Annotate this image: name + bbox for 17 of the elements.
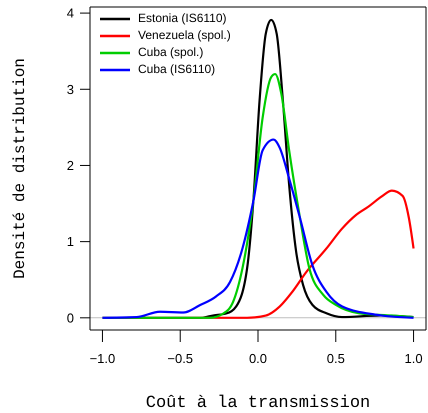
line-series (101, 138, 415, 319)
x-axis-title: Coût à la transmission (146, 394, 370, 413)
x-tick-label: 0.0 (248, 351, 268, 366)
legend-label: Venezuela (spol.) (138, 27, 231, 44)
y-tick-label: 1 (66, 234, 74, 250)
y-tick-label: 0 (66, 310, 74, 326)
y-tick-label: 3 (66, 82, 74, 97)
x-tick-label: −0.5 (167, 351, 194, 366)
y-tick-label: 2 (66, 158, 74, 174)
x-tick-label: −1.0 (90, 351, 116, 366)
x-tick-label: 1.0 (404, 351, 423, 366)
x-tick-label: 0.5 (326, 351, 345, 366)
legend-label: Cuba (spol.) (138, 44, 204, 61)
legend-label: Estonia (IS6110) (138, 10, 226, 27)
y-axis-title: Densité de distribution (11, 58, 29, 279)
y-tick-label: 4 (66, 6, 74, 21)
legend-label: Cuba (IS6110) (138, 61, 216, 78)
